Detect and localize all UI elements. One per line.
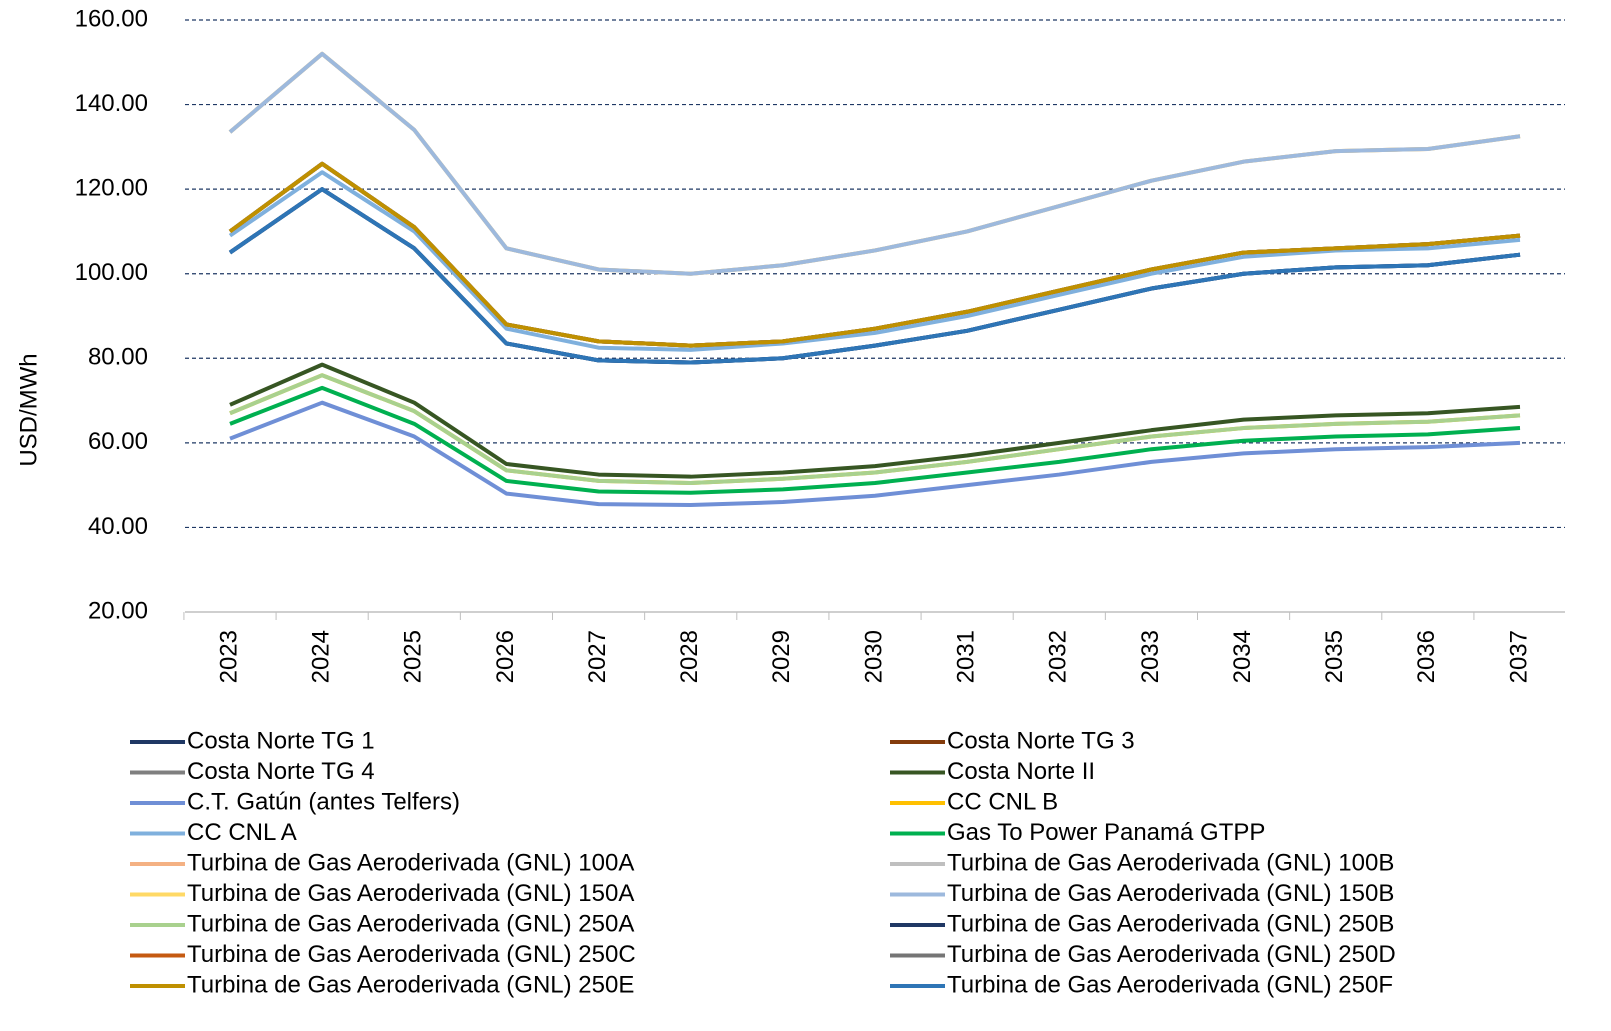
x-tick-label: 2024: [307, 630, 334, 683]
series-line: [228, 161, 1521, 348]
x-tick-label: 2026: [492, 630, 519, 683]
legend-label: Turbina de Gas Aeroderivada (GNL) 250D: [947, 941, 1396, 968]
series-line: [228, 170, 1521, 352]
x-tick-label: 2033: [1137, 630, 1164, 683]
x-tick-label: 2027: [584, 630, 611, 683]
y-tick-label: 140.00: [75, 90, 148, 117]
y-tick-label: 160.00: [75, 5, 148, 32]
legend-label: Turbina de Gas Aeroderivada (GNL) 150A: [187, 880, 634, 907]
legend-label: Costa Norte TG 3: [947, 727, 1135, 754]
legend-label: Turbina de Gas Aeroderivada (GNL) 250A: [187, 910, 634, 937]
x-tick-label: 2029: [768, 630, 795, 683]
series-line: [229, 362, 1521, 479]
y-tick-label: 100.00: [75, 259, 148, 286]
x-tick-label: 2023: [215, 630, 242, 683]
y-tick-label: 20.00: [88, 597, 148, 624]
x-tick-label: 2037: [1505, 630, 1532, 683]
series-line: [228, 187, 1521, 365]
legend-label: Costa Norte II: [947, 758, 1095, 785]
legend-label: Turbina de Gas Aeroderivada (GNL) 100B: [947, 849, 1394, 876]
series-line: [228, 187, 1521, 365]
y-tick-label: 60.00: [88, 428, 148, 455]
legend-label: Turbina de Gas Aeroderivada (GNL) 250E: [187, 971, 634, 998]
series-line: [228, 187, 1521, 365]
y-tick-label: 120.00: [75, 174, 148, 201]
series-line: [228, 161, 1521, 348]
x-tick-label: 2028: [676, 630, 703, 683]
series-line: [229, 385, 1521, 495]
legend-label: C.T. Gatún (antes Telfers): [187, 788, 460, 815]
series-line: [228, 51, 1521, 276]
x-tick-label: 2032: [1045, 630, 1072, 683]
legend-label: Costa Norte TG 4: [187, 758, 375, 785]
legend-label: Costa Norte TG 1: [187, 727, 375, 754]
series-line: [228, 161, 1521, 348]
legend-label: Turbina de Gas Aeroderivada (GNL) 250F: [947, 971, 1393, 998]
series-line: [228, 161, 1521, 348]
x-tick-label: 2036: [1413, 630, 1440, 683]
x-tick-label: 2030: [860, 630, 887, 683]
legend-label: Gas To Power Panamá GTPP: [947, 819, 1265, 846]
legend-label: Turbina de Gas Aeroderivada (GNL) 250C: [187, 941, 636, 968]
series-line: [228, 161, 1521, 348]
x-tick-label: 2034: [1229, 630, 1256, 683]
series-line: [228, 161, 1521, 348]
x-tick-label: 2035: [1321, 630, 1348, 683]
legend-label: Turbina de Gas Aeroderivada (GNL) 100A: [187, 849, 634, 876]
y-tick-label: 40.00: [88, 513, 148, 540]
series-line: [229, 373, 1521, 486]
y-axis-label: USD/MWh: [15, 353, 42, 466]
x-tick-label: 2031: [952, 630, 979, 683]
legend-label: Turbina de Gas Aeroderivada (GNL) 150B: [947, 880, 1394, 907]
y-tick-label: 80.00: [88, 344, 148, 371]
x-tick-label: 2025: [400, 630, 427, 683]
legend-label: CC CNL B: [947, 788, 1058, 815]
series-line: [229, 400, 1521, 508]
legend-label: CC CNL A: [187, 819, 297, 846]
legend-label: Turbina de Gas Aeroderivada (GNL) 250B: [947, 910, 1394, 937]
